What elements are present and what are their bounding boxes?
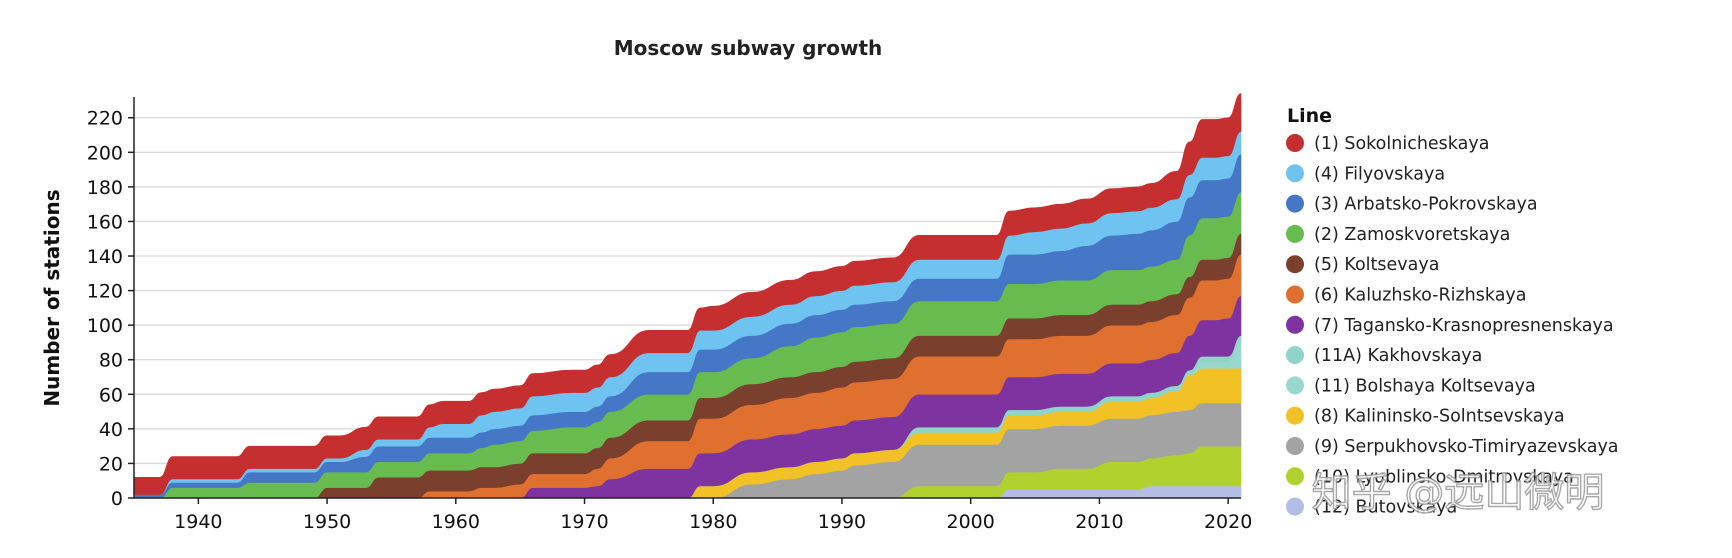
legend-swatch [1286,134,1304,152]
legend-label: (6) Kaluzhsko-Rizhskaya [1314,286,1527,306]
legend-label: (12) Butovskaya [1314,498,1457,518]
y-tick-label: 120 [87,281,123,303]
legend-swatch [1286,376,1304,395]
x-tick-label: 1970 [560,511,608,533]
x-tick-label: 1980 [689,511,737,533]
legend-label: (5) Koltsevaya [1314,255,1439,275]
x-tick-label: 2000 [947,511,995,533]
legend-swatch [1286,315,1304,334]
y-tick-label: 60 [99,384,123,406]
y-tick-label: 40 [99,419,123,441]
area-series-1 [133,93,1242,495]
legend-title: Line [1287,105,1332,127]
watermark-text: 知乎 @远山微明 [1312,470,1605,516]
legend-label: (11) Bolshaya Koltsevaya [1314,376,1536,396]
legend-label: (1) Sokolnicheskaya [1314,134,1489,154]
x-tick-label: 2020 [1204,511,1252,533]
x-tick-label: 1950 [303,511,351,533]
legend-swatch [1286,437,1304,455]
legend-swatch [1286,285,1304,304]
legend-label: (10) Lyublinsko-Dmitrovskaya [1314,467,1574,487]
chart-title: Moscow subway growth [614,36,883,60]
legend-label: (7) Tagansko-Krasnopresnenskaya [1314,316,1614,336]
legend-swatch [1286,497,1304,516]
gridlines [134,117,1241,465]
legend-swatch [1286,194,1304,213]
legend-swatch [1286,255,1304,274]
legend-label: (4) Filyovskaya [1314,164,1445,184]
y-tick-label: 100 [87,315,123,337]
x-ticks: 1940 1950 1960 1970 1980 1990 2000 2010 2020 [174,498,1252,533]
legend-swatch [1286,467,1304,486]
y-tick-label: 160 [87,211,123,233]
y-tick-label: 0 [111,488,123,510]
x-tick-label: 1940 [174,511,222,533]
area-series-group [133,93,1242,499]
x-tick-label: 2010 [1075,511,1123,533]
y-axis-label: Number of stations [40,189,64,406]
legend-label: (9) Serpukhovsko-Timiryazevskaya [1314,437,1619,457]
legend-label: (3) Arbatsko-Pokrovskaya [1314,195,1538,215]
y-ticks: 0 20 40 60 80 100 120 140 160 180 200 220 [87,108,134,510]
y-tick-label: 200 [87,142,123,164]
legend-swatch [1286,164,1304,183]
legend-label: (2) Zamoskvoretskaya [1314,225,1510,245]
legend-swatch [1286,346,1304,365]
legend-swatch [1286,224,1304,243]
x-tick-label: 1990 [818,511,866,533]
y-tick-label: 180 [87,177,123,199]
y-tick-label: 140 [87,246,123,268]
x-tick-label: 1960 [432,511,480,533]
legend-label: (8) Kalininsko-Solntsevskaya [1314,407,1565,427]
legend: (1) Sokolnicheskaya (4) Filyovskaya (3) Ar… [1286,134,1619,518]
y-tick-label: 220 [87,108,123,130]
legend-label: (11A) Kakhovskaya [1314,346,1482,366]
y-tick-label: 20 [99,453,123,475]
y-tick-label: 80 [99,350,123,372]
legend-swatch [1286,406,1304,425]
